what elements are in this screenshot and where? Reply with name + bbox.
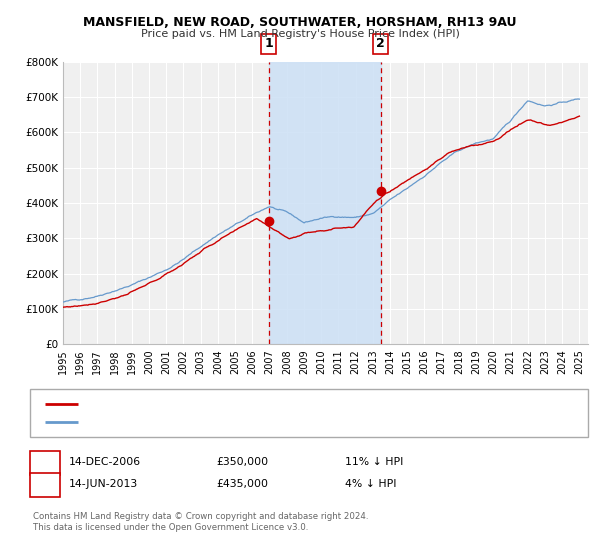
Text: 1: 1 — [41, 455, 49, 469]
Text: Price paid vs. HM Land Registry's House Price Index (HPI): Price paid vs. HM Land Registry's House … — [140, 29, 460, 39]
Text: £435,000: £435,000 — [216, 479, 268, 489]
Text: 2: 2 — [41, 478, 49, 491]
Text: MANSFIELD, NEW ROAD, SOUTHWATER, HORSHAM, RH13 9AU: MANSFIELD, NEW ROAD, SOUTHWATER, HORSHAM… — [83, 16, 517, 29]
Text: HPI: Average price, detached house, Horsham: HPI: Average price, detached house, Hors… — [84, 417, 309, 427]
Text: £350,000: £350,000 — [216, 457, 268, 467]
Bar — [269, 62, 380, 344]
Text: 11% ↓ HPI: 11% ↓ HPI — [345, 457, 403, 467]
Text: Contains HM Land Registry data © Crown copyright and database right 2024.
This d: Contains HM Land Registry data © Crown c… — [33, 512, 368, 532]
Text: 14-DEC-2006: 14-DEC-2006 — [69, 457, 141, 467]
Text: 2: 2 — [376, 38, 385, 50]
Text: 4% ↓ HPI: 4% ↓ HPI — [345, 479, 397, 489]
Text: 14-JUN-2013: 14-JUN-2013 — [69, 479, 138, 489]
Text: MANSFIELD, NEW ROAD, SOUTHWATER, HORSHAM, RH13 9AU (detached house): MANSFIELD, NEW ROAD, SOUTHWATER, HORSHAM… — [84, 399, 478, 409]
Text: 1: 1 — [265, 38, 273, 50]
